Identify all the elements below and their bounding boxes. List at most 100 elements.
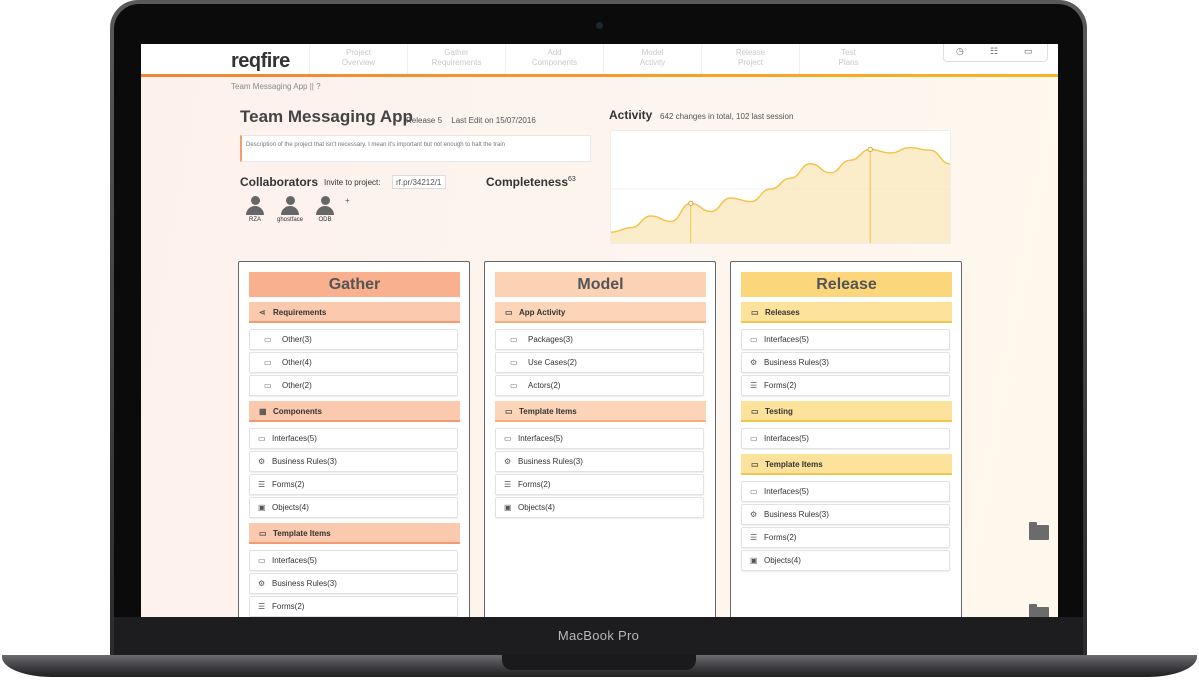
laptop-icon: ▭ — [264, 335, 272, 344]
section-label: Template Items — [765, 460, 823, 469]
list-item[interactable]: ⚙ Business Rules(3) — [741, 504, 950, 525]
chat-icon[interactable]: ▭ — [1024, 46, 1033, 56]
list-icon: ☰ — [750, 533, 758, 542]
avatar[interactable]: ghostface — [270, 196, 310, 223]
list-icon: ☰ — [750, 381, 758, 390]
nav-item-release[interactable]: Release Project — [701, 44, 799, 74]
gather-section-components[interactable]: ▦ Components — [249, 401, 460, 422]
nav-item-project[interactable]: Project Overview — [309, 44, 407, 74]
project-description[interactable]: Description of the project that isn't ne… — [240, 135, 591, 162]
app-logo[interactable]: reqfire — [231, 50, 290, 72]
avatar[interactable]: ODB — [305, 196, 345, 223]
gears-icon: ⚙ — [504, 457, 512, 466]
list-item[interactable]: ▭ Other(3) — [249, 329, 458, 350]
nav-item-line1: Project — [346, 48, 371, 57]
release-column: Release ▭ Releases ▭ Interfaces(5) ⚙ Business… — [730, 261, 962, 617]
avatar[interactable]: RZA — [235, 196, 275, 223]
sitemap-icon[interactable]: ☷ — [990, 46, 999, 56]
nav-item-line1: Release — [735, 48, 766, 57]
list-item-label: Other(4) — [282, 358, 312, 367]
list-item[interactable]: ▭ Interfaces(5) — [741, 428, 950, 449]
chart-point[interactable] — [688, 200, 694, 207]
list-item[interactable]: ▣ Objects(4) — [495, 497, 704, 518]
chart-area — [611, 147, 950, 243]
list-item[interactable]: ☰ Forms(2) — [249, 474, 458, 495]
gather-section-requirements[interactable]: ⋖ Requirements — [249, 302, 460, 323]
folder-icon[interactable] — [1029, 522, 1049, 540]
list-item[interactable]: ☰ Forms(2) — [495, 474, 704, 495]
list-item[interactable]: ⚙ Business Rules(3) — [249, 451, 458, 472]
list-item-label: Forms(2) — [764, 381, 797, 390]
laptop-chin — [114, 617, 1083, 655]
list-item[interactable]: ▭ Interfaces(5) — [249, 428, 458, 449]
nav-icon-group: ◷ ☷ ▭ — [943, 44, 1048, 62]
release-section-testing[interactable]: ▭ Testing — [741, 401, 952, 422]
list-item-label: Other(3) — [282, 335, 312, 344]
list-item[interactable]: ▣ Objects(4) — [249, 497, 458, 518]
list-item[interactable]: ▭ Interfaces(5) — [741, 329, 950, 350]
gather-column-title: Gather — [249, 272, 460, 297]
avatar-name: RZA — [249, 217, 261, 223]
list-item-label: Other(2) — [282, 381, 312, 390]
gather-column: Gather ⋖ Requirements ▭ Other(3) ▭ Other(4) ▭ O… — [238, 261, 470, 617]
gears-icon: ⚙ — [258, 579, 266, 588]
list-item[interactable]: ▭ Actors(2) — [495, 375, 704, 396]
list-item-label: Forms(2) — [518, 480, 551, 489]
invite-link-input[interactable] — [392, 175, 446, 189]
release-section-template-items[interactable]: ▭ Template Items — [741, 454, 952, 475]
nav-item-model[interactable]: Model Activity — [603, 44, 701, 74]
list-item[interactable]: ▭ Packages(3) — [495, 329, 704, 350]
list-item[interactable]: ⚙ Business Rules(3) — [495, 451, 704, 472]
breadcrumb[interactable]: Team Messaging App || ? — [231, 82, 321, 91]
avatar-body — [246, 206, 264, 215]
completeness-value: 63 — [568, 176, 576, 183]
list-item[interactable]: ▭ Other(2) — [249, 375, 458, 396]
list-item[interactable]: ☰ Forms(2) — [741, 527, 950, 548]
laptop-icon: ▭ — [510, 358, 518, 367]
release-section-releases[interactable]: ▭ Releases — [741, 302, 952, 323]
section-label: Template Items — [273, 529, 331, 538]
laptop-icon: ▭ — [751, 407, 759, 416]
collaborators-title: Collaborators — [240, 175, 319, 189]
list-item[interactable]: ▣ Objects(4) — [741, 550, 950, 571]
list-item-label: Objects(4) — [272, 503, 309, 512]
add-collaborator-button[interactable]: + — [345, 196, 350, 205]
model-section-app-activity[interactable]: ▭ App Activity — [495, 302, 706, 323]
list-item-label: Interfaces(5) — [764, 335, 809, 344]
list-item[interactable]: ▭ Interfaces(5) — [495, 428, 704, 449]
list-item[interactable]: ▭ Interfaces(5) — [249, 550, 458, 571]
list-item[interactable]: ⚙ Business Rules(3) — [249, 573, 458, 594]
list-item-label: Forms(2) — [272, 480, 305, 489]
list-item-label: Interfaces(5) — [764, 487, 809, 496]
folder-icon[interactable] — [1029, 604, 1049, 617]
list-item-label: Business Rules(3) — [518, 457, 583, 466]
gears-icon: ⚙ — [258, 457, 266, 466]
list-item-label: Interfaces(5) — [764, 434, 809, 443]
nav-item-gather[interactable]: Gather Requirements — [407, 44, 505, 74]
gears-icon: ⚙ — [750, 358, 758, 367]
list-icon: ☰ — [504, 480, 512, 489]
activity-title: Activity — [609, 108, 653, 122]
nav-item-line2: Project — [738, 58, 763, 67]
section-label: App Activity — [519, 308, 566, 317]
nav-item-test[interactable]: Test Plans — [799, 44, 897, 74]
grid-icon: ▦ — [259, 407, 267, 416]
clock-icon[interactable]: ◷ — [956, 46, 964, 56]
list-item[interactable]: ▭ Interfaces(5) — [741, 481, 950, 502]
laptop-icon: ▭ — [510, 335, 518, 344]
camera-icon — [596, 22, 603, 29]
list-item[interactable]: ▭ Other(4) — [249, 352, 458, 373]
list-item-label: Interfaces(5) — [272, 556, 317, 565]
nav-item-add[interactable]: Add Components — [505, 44, 603, 74]
list-item[interactable]: ⚙ Business Rules(3) — [741, 352, 950, 373]
gather-section-template-items[interactable]: ▭ Template Items — [249, 523, 460, 544]
section-label: Template Items — [519, 407, 577, 416]
list-item[interactable]: ▭ Use Cases(2) — [495, 352, 704, 373]
chart-point[interactable] — [867, 146, 873, 153]
list-item-label: Business Rules(3) — [272, 579, 337, 588]
list-item[interactable]: ☰ Forms(2) — [249, 596, 458, 617]
model-section-template-items[interactable]: ▭ Template Items — [495, 401, 706, 422]
laptop-icon: ▭ — [750, 434, 758, 443]
list-item[interactable]: ☰ Forms(2) — [741, 375, 950, 396]
avatar-head — [320, 196, 330, 205]
